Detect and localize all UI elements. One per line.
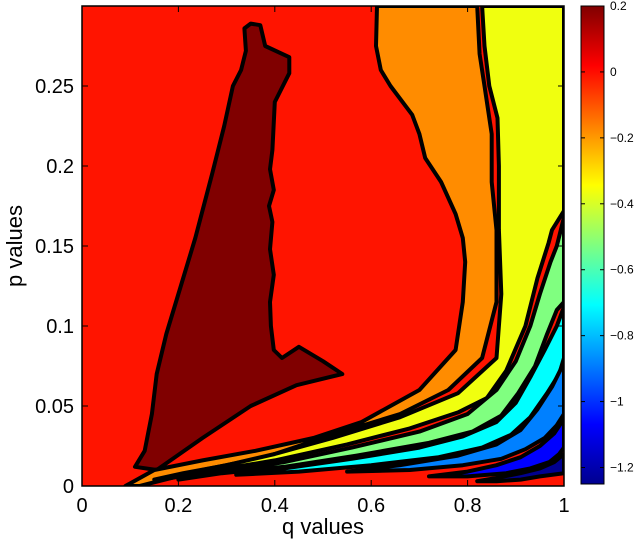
contour-band-5 — [345, 360, 564, 474]
x-tick-label: 0.2 — [164, 495, 192, 517]
y-tick-label: 0.1 — [46, 316, 74, 338]
colorbar-tick-label: −1.2 — [610, 461, 634, 475]
colorbar-gradient — [580, 5, 605, 485]
x-tick-label: 0.6 — [357, 495, 385, 517]
colorbar-tick-label: 0.2 — [610, 0, 627, 13]
y-axis-ticks: 0 0.05 0.1 0.15 0.2 0.25 — [35, 76, 564, 498]
contour-band-7 — [475, 452, 564, 484]
x-tick-label: 0.8 — [454, 495, 482, 517]
contour-band-1 — [123, 6, 499, 486]
colorbar-tick-label: 0 — [610, 65, 617, 79]
colorbar-tick-label: −0.4 — [610, 197, 634, 211]
contour-band-6 — [427, 416, 564, 479]
y-tick-label: 0.15 — [35, 236, 74, 258]
colorbar: 0.2 0 −0.2 −0.4 −0.6 −0.8 −1 −1.2 — [580, 0, 634, 485]
colorbar-tick-label: −0.6 — [610, 263, 634, 277]
plot-area: 0 0.2 0.4 0.6 0.8 1 0 0.05 0.1 0.15 0.2 0.25 — [35, 5, 570, 517]
x-axis-label: q values — [282, 514, 364, 539]
y-tick-label: 0 — [63, 476, 74, 498]
y-tick-label: 0.2 — [46, 156, 74, 178]
colorbar-tick-label: −0.2 — [610, 131, 634, 145]
x-tick-label: 1 — [558, 495, 569, 517]
contour-bands — [123, 6, 564, 486]
y-axis-label: p values — [2, 205, 27, 287]
x-axis-ticks: 0 0.2 0.4 0.6 0.8 1 — [76, 6, 570, 517]
x-tick-label: 0 — [76, 495, 87, 517]
x-tick-label: 0.4 — [261, 495, 289, 517]
contour-band-0 — [133, 21, 345, 472]
contour-band-2 — [152, 6, 564, 482]
colorbar-ticks: 0.2 0 −0.2 −0.4 −0.6 −0.8 −1 −1.2 — [581, 0, 634, 475]
colorbar-tick-label: −1 — [610, 395, 624, 409]
y-tick-label: 0.25 — [35, 76, 74, 98]
y-tick-label: 0.05 — [35, 396, 74, 418]
colorbar-tick-label: −0.8 — [610, 329, 634, 343]
